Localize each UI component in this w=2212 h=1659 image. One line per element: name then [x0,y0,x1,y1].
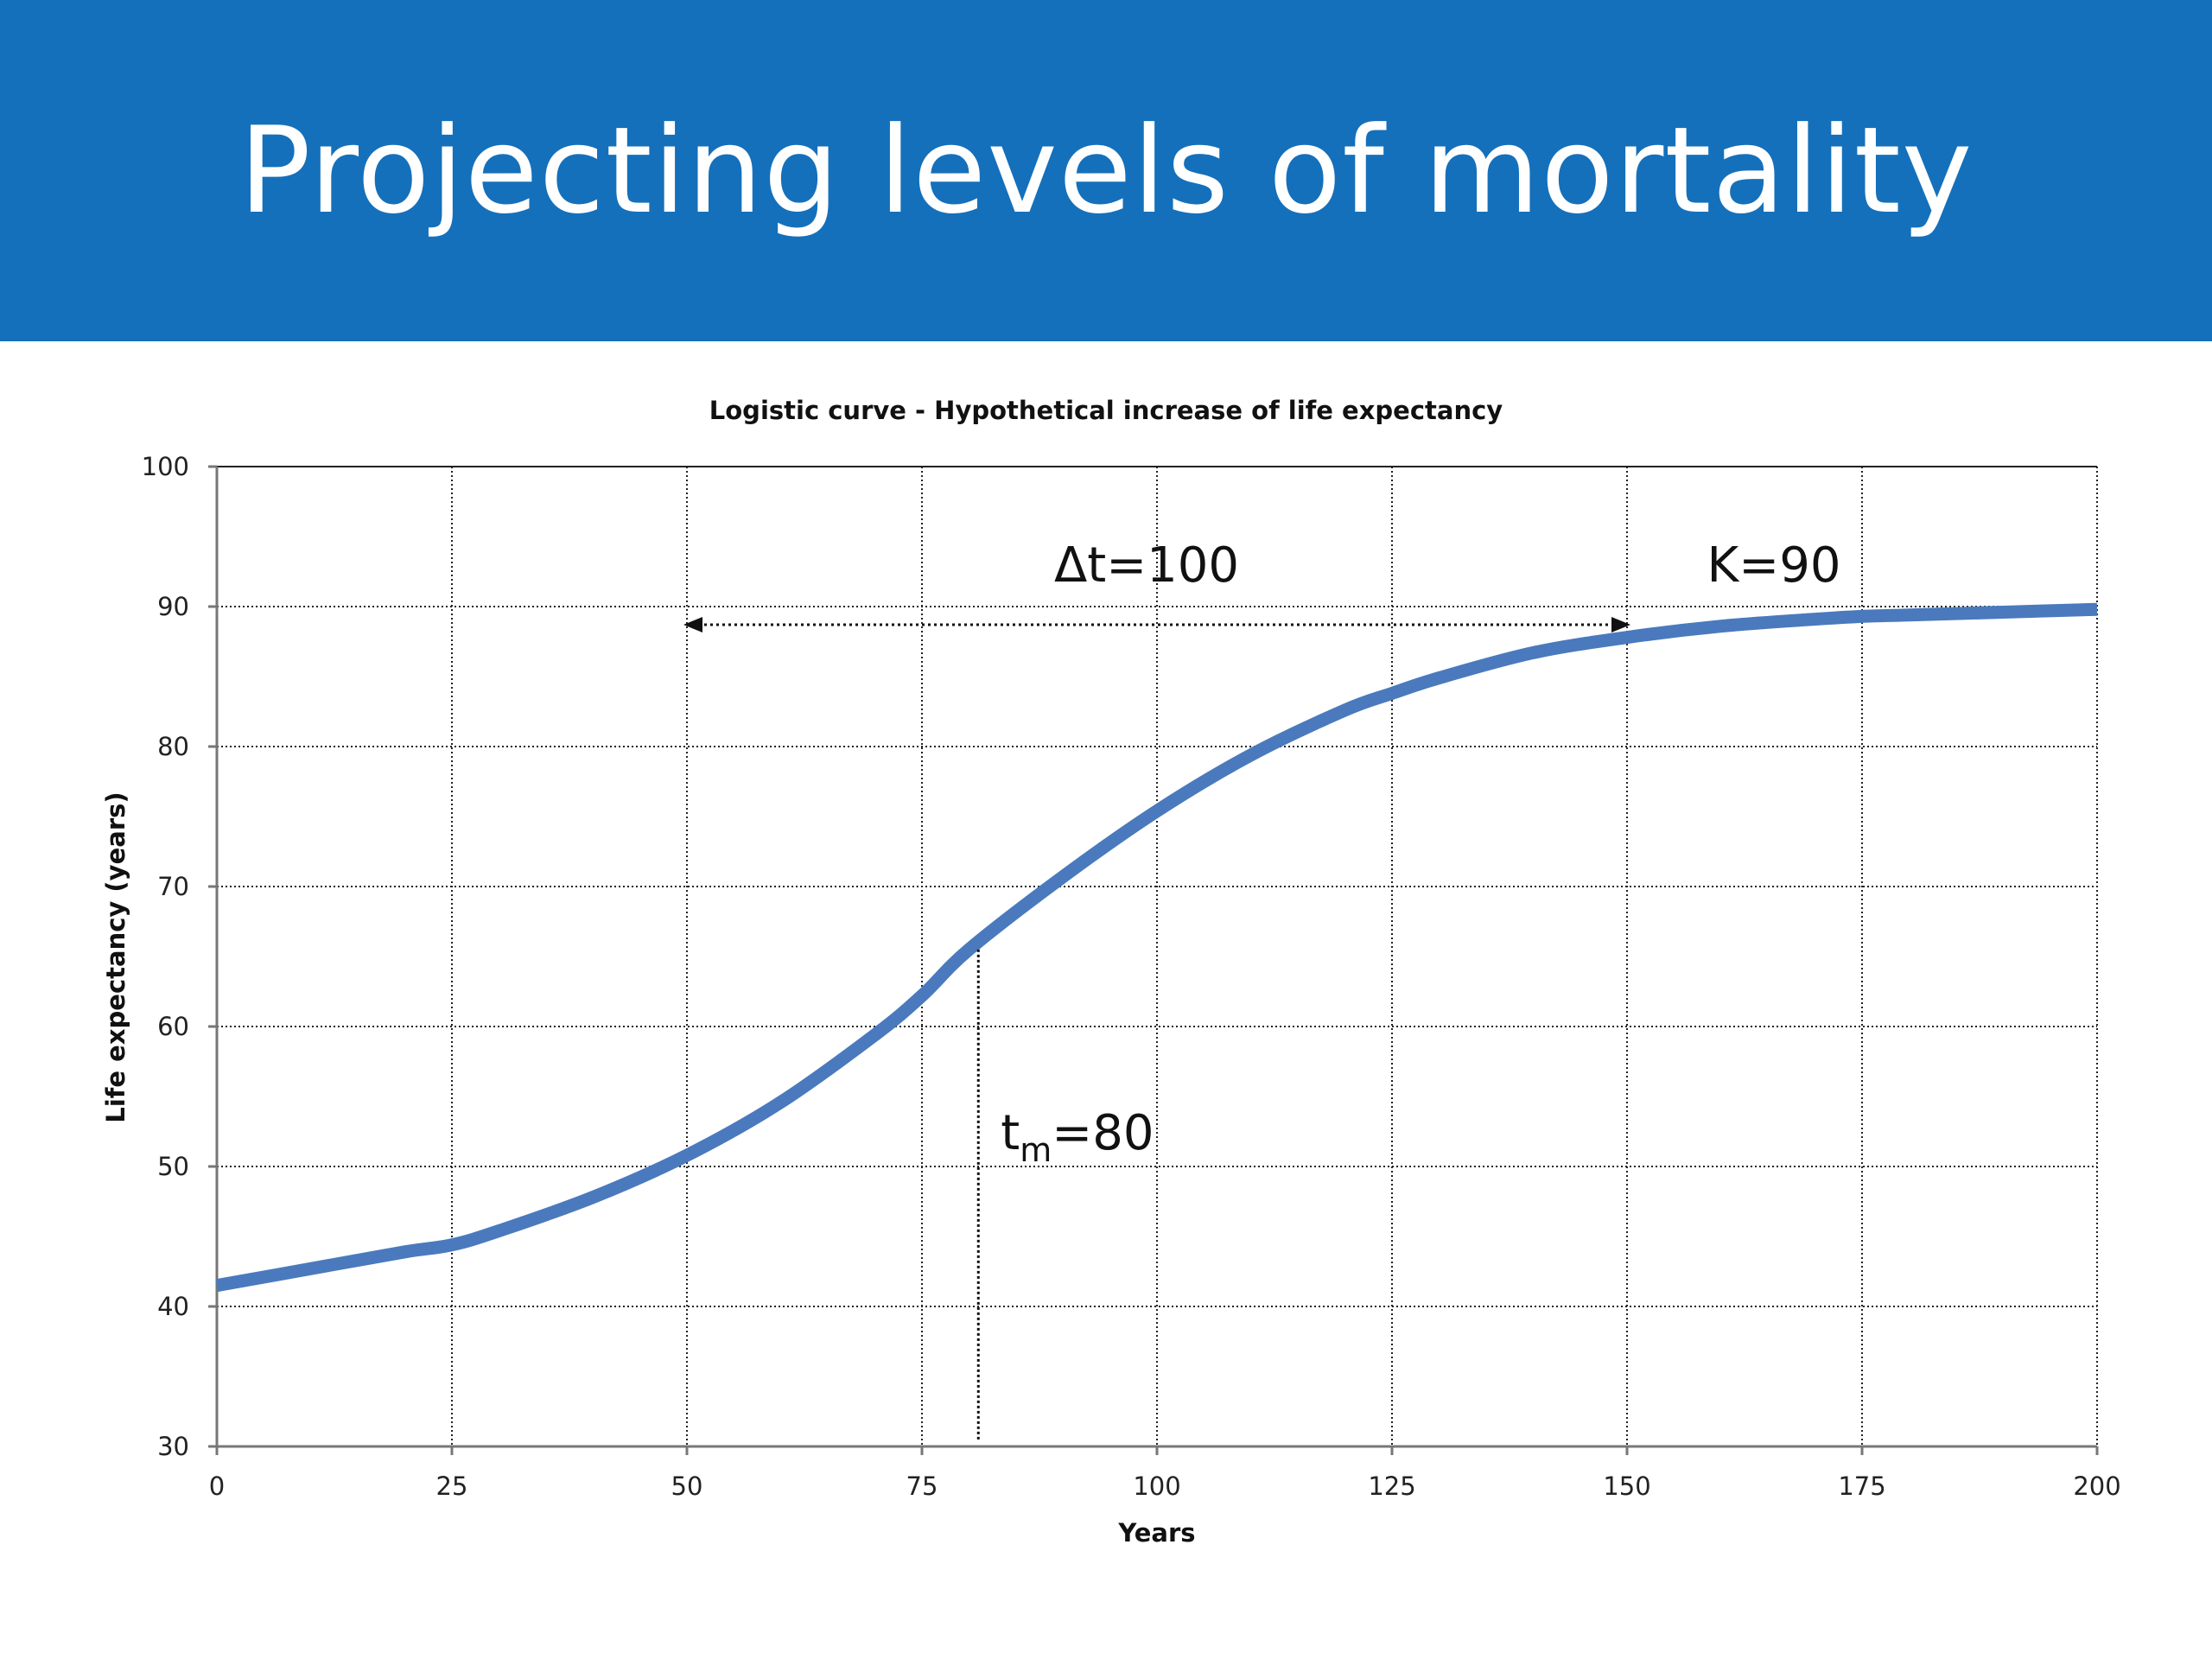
x-tick-label: 200 [2073,1471,2120,1501]
axis-layer: 30 40 50 60 70 80 90 100 0 25 50 75 100 125 150 175 200 [142,452,2121,1501]
y-tick-label: 40 [157,1292,189,1321]
x-tick-label: 175 [1838,1471,1885,1501]
x-tick-label: 75 [906,1471,938,1501]
y-tick-label: 70 [157,872,189,901]
y-tick-label: 50 [157,1152,189,1181]
x-tick-label: 125 [1368,1471,1415,1501]
y-axis-title: Life expectancy (years) [101,791,130,1122]
x-tick-label: 0 [209,1471,225,1501]
annotation-layer: Δt=100 K=90 tm=80 [683,537,1840,1441]
delta-t-arrowhead-left [683,617,702,633]
delta-t-arrowhead-right [1611,617,1630,633]
x-axis-title: Years [1117,1518,1195,1548]
tm-label: tm=80 [1001,1105,1154,1169]
logistic-series-line [215,602,2098,1293]
y-tick-label: 100 [142,452,189,481]
y-tick-label: 80 [157,732,189,761]
x-tick-label: 25 [436,1471,468,1501]
grid-layer [217,466,2098,1446]
tm-label-prefix: t [1001,1105,1020,1161]
x-tick-label: 150 [1603,1471,1650,1501]
delta-t-label: Δt=100 [1054,537,1239,594]
series-layer [215,602,2098,1293]
tm-label-suffix: =80 [1052,1105,1154,1161]
x-tick-label: 50 [671,1471,703,1501]
y-tick-label: 30 [157,1432,189,1461]
y-tick-label: 90 [157,592,189,621]
slide-title: Projecting levels of mortality [238,101,1974,240]
title-bar [0,0,2212,341]
k-label: K=90 [1707,537,1841,594]
chart-title: Logistic curve - Hypothetical increase o… [709,396,1503,425]
x-tick-label: 100 [1133,1471,1180,1501]
y-tick-label: 60 [157,1012,189,1041]
tm-label-subscript: m [1020,1131,1052,1169]
